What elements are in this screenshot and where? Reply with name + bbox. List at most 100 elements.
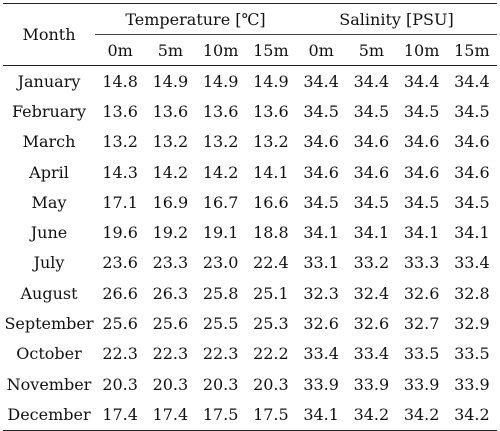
salinity-cell: 34.6 (454, 162, 490, 182)
month-cell: February (11, 101, 87, 121)
table-row: September 25.6 25.6 25.5 25.3 32.6 32.6 32.7 32.… (3, 308, 497, 338)
salinity-cell: 33.9 (303, 374, 339, 394)
salinity-cell: 34.4 (353, 71, 390, 91)
table-row: July 23.6 23.3 23.0 22.4 33.1 33.2 33.3 33.4 (3, 248, 497, 278)
table-row: April 14.3 14.2 14.2 14.1 34.6 34.6 34.6 34.6 (3, 157, 497, 187)
salinity-cell: 33.4 (454, 253, 490, 273)
salinity-cell: 34.6 (353, 162, 390, 182)
temperature-cell: 17.4 (95, 399, 146, 431)
temperature-cell: 20.3 (253, 374, 289, 394)
salinity-cell: 34.5 (303, 101, 339, 121)
salinity-cell: 33.5 (454, 344, 490, 364)
month-header: Month (3, 3, 95, 66)
salinity-cell: 34.5 (353, 192, 390, 212)
salinity-cell: 32.4 (353, 283, 390, 303)
temperature-cell: 13.6 (253, 101, 289, 121)
depth-header: 10m (396, 34, 447, 66)
temperature-cell: 17.5 (195, 399, 246, 431)
temperature-cell: 22.2 (253, 344, 289, 364)
temperature-cell: 17.4 (145, 399, 196, 431)
salinity-cell: 32.3 (303, 283, 339, 303)
temperature-cell: 20.3 (102, 374, 138, 394)
salinity-cell: 33.2 (353, 253, 390, 273)
temperature-cell: 14.2 (202, 162, 239, 182)
temperature-cell: 17.1 (102, 192, 138, 212)
salinity-cell: 32.6 (403, 283, 440, 303)
temperature-cell: 19.6 (102, 223, 138, 243)
temperature-cell: 25.6 (102, 314, 138, 334)
salinity-cell: 34.2 (346, 399, 397, 431)
salinity-cell: 32.7 (403, 314, 440, 334)
salinity-cell: 34.6 (403, 132, 440, 152)
salinity-cell: 33.9 (353, 374, 390, 394)
salinity-cell: 34.6 (303, 132, 339, 152)
temperature-cell: 13.2 (202, 132, 239, 152)
temperature-cell: 25.5 (202, 314, 239, 334)
table-row: January 14.8 14.9 14.9 14.9 34.4 34.4 34.4 34.4 (3, 66, 497, 97)
temperature-cell: 14.9 (202, 71, 239, 91)
salinity-cell: 34.6 (303, 162, 339, 182)
temperature-cell: 19.2 (152, 223, 189, 243)
depth-header: 15m (245, 34, 296, 66)
table-row: June 19.6 19.2 19.1 18.8 34.1 34.1 34.1 34.1 (3, 217, 497, 247)
salinity-cell: 34.2 (396, 399, 447, 431)
salinity-group-header: Salinity [PSU] (296, 3, 497, 35)
salinity-cell: 34.5 (454, 192, 490, 212)
salinity-cell: 34.1 (403, 223, 440, 243)
temperature-cell: 14.9 (253, 71, 289, 91)
salinity-cell: 34.6 (353, 132, 390, 152)
temperature-cell: 22.4 (253, 253, 289, 273)
salinity-cell: 34.5 (403, 192, 440, 212)
salinity-cell: 33.3 (403, 253, 440, 273)
salinity-cell: 33.4 (353, 344, 390, 364)
salinity-cell: 33.1 (303, 253, 339, 273)
salinity-cell: 33.4 (303, 344, 339, 364)
table-header: Month Temperature [℃] Salinity [PSU] 0m … (3, 3, 497, 66)
table-row: November 20.3 20.3 20.3 20.3 33.9 33.9 33.9 33.9 (3, 369, 497, 399)
month-cell: December (3, 399, 95, 431)
header-row-groups: Month Temperature [℃] Salinity [PSU] (3, 3, 497, 66)
depth-header: 5m (145, 34, 196, 66)
salinity-cell: 33.5 (403, 344, 440, 364)
salinity-cell: 34.2 (446, 399, 497, 431)
temperature-cell: 14.2 (152, 162, 189, 182)
salinity-cell: 34.1 (303, 223, 339, 243)
month-cell: March (22, 132, 76, 152)
salinity-cell: 33.9 (403, 374, 440, 394)
table-row: August 26.6 26.3 25.8 25.1 32.3 32.4 32.6 32.8 (3, 278, 497, 308)
temperature-cell: 14.8 (102, 71, 138, 91)
salinity-cell: 34.4 (454, 71, 490, 91)
temperature-cell: 13.6 (152, 101, 189, 121)
salinity-cell: 33.9 (454, 374, 490, 394)
temperature-cell: 25.6 (152, 314, 189, 334)
salinity-cell: 34.4 (403, 71, 440, 91)
temperature-cell: 20.3 (152, 374, 189, 394)
salinity-cell: 34.6 (403, 162, 440, 182)
temperature-cell: 16.7 (202, 192, 239, 212)
temperature-cell: 25.1 (253, 283, 289, 303)
month-cell: October (16, 344, 82, 364)
temperature-cell: 19.1 (202, 223, 239, 243)
depth-header: 0m (95, 34, 146, 66)
temperature-cell: 25.3 (253, 314, 289, 334)
temperature-cell: 23.0 (202, 253, 239, 273)
salinity-cell: 34.4 (303, 71, 339, 91)
temperature-cell: 18.8 (253, 223, 289, 243)
salinity-cell: 34.1 (353, 223, 390, 243)
salinity-cell: 32.6 (303, 314, 339, 334)
temperature-cell: 16.6 (253, 192, 289, 212)
salinity-cell: 34.5 (353, 101, 390, 121)
table-body: January 14.8 14.9 14.9 14.9 34.4 34.4 34.4 34.4 F… (3, 66, 497, 431)
salinity-cell: 34.1 (296, 399, 347, 431)
table-row: May 17.1 16.9 16.7 16.6 34.5 34.5 34.5 34.5 (3, 187, 497, 217)
month-cell: August (20, 283, 78, 303)
temperature-cell: 23.6 (102, 253, 138, 273)
temperature-cell: 16.9 (152, 192, 189, 212)
temperature-cell: 13.6 (102, 101, 138, 121)
salinity-cell: 32.8 (454, 283, 490, 303)
month-cell: June (30, 223, 68, 243)
salinity-cell: 34.6 (454, 132, 490, 152)
temperature-cell: 20.3 (202, 374, 239, 394)
temperature-group-header: Temperature [℃] (95, 3, 296, 35)
